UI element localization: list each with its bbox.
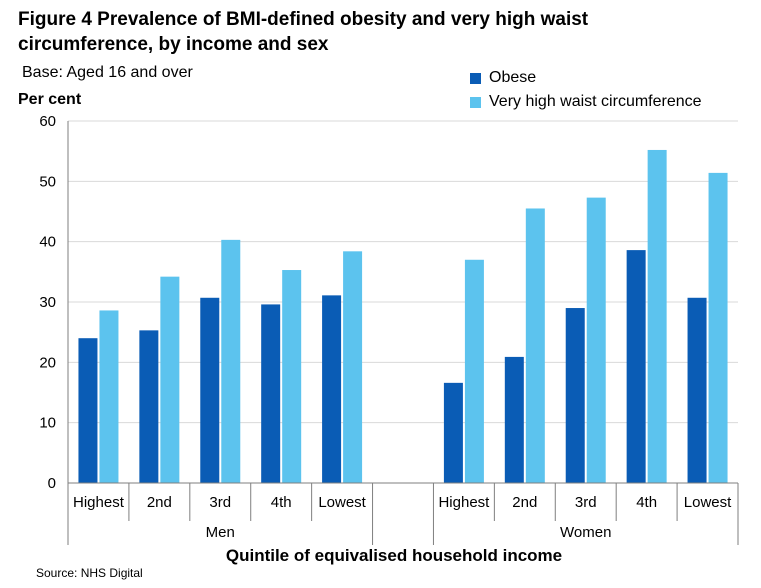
legend-label-obese: Obese <box>489 69 537 86</box>
axes <box>67 121 739 545</box>
legend-item-waist: Very high waist circumference <box>470 90 702 114</box>
bar-obese-women-4th <box>626 250 646 483</box>
y-tick-label: 50 <box>39 173 56 190</box>
bar-waist-men-lowest <box>343 251 363 483</box>
bar-obese-women-3rd <box>565 308 585 483</box>
bar-waist-women-lowest <box>708 172 728 484</box>
bar-obese-women-lowest <box>687 297 707 483</box>
bar-obese-women-2nd <box>504 356 524 483</box>
bar-waist-women-2nd <box>525 208 545 483</box>
bar-obese-men-3rd <box>200 297 220 483</box>
x-tick-label: 2nd <box>512 494 537 511</box>
x-tick-label: 4th <box>636 494 657 511</box>
legend-label-waist: Very high waist circumference <box>489 93 702 110</box>
group-label-women: Women <box>560 524 611 541</box>
figure-title: Figure 4 Prevalence of BMI-defined obesi… <box>18 9 589 55</box>
y-tick-label: 40 <box>39 234 56 251</box>
bar-waist-men-2nd <box>160 276 180 483</box>
x-tick-label: 4th <box>271 494 292 511</box>
x-tick-label: Lowest <box>684 494 732 511</box>
source-note: Source: NHS Digital <box>36 566 143 580</box>
legend-swatch-waist <box>470 96 481 108</box>
bar-obese-men-lowest <box>322 295 342 483</box>
bar-waist-women-highest <box>464 259 484 483</box>
bar-waist-men-4th <box>282 270 302 483</box>
bar-waist-men-highest <box>99 310 119 483</box>
bar-obese-men-4th <box>261 304 281 483</box>
group-label-men: Men <box>206 524 235 541</box>
bar-waist-men-3rd <box>221 239 241 483</box>
bar-waist-women-4th <box>647 149 667 483</box>
bar-obese-women-highest <box>443 382 463 483</box>
y-tick-label: 20 <box>39 354 56 371</box>
y-tick-label: 0 <box>48 475 56 492</box>
gridlines <box>68 120 738 424</box>
y-axis-label: Per cent <box>18 91 82 108</box>
bar-obese-men-highest <box>78 338 98 483</box>
legend: Obese Very high waist circumference <box>470 66 702 114</box>
x-tick-label: 3rd <box>575 494 597 511</box>
bars <box>78 149 728 484</box>
axis-labels: 0 10 20 30 40 50 60 Highest 2nd 3rd 4th Lowest Men Hi… <box>39 113 732 541</box>
x-axis-label: Quintile of equivalised household income <box>226 546 562 565</box>
y-tick-label: 10 <box>39 415 56 432</box>
legend-item-obese: Obese <box>470 66 702 90</box>
x-tick-label: Highest <box>73 494 125 511</box>
base-note: Base: Aged 16 and over <box>22 64 193 81</box>
bar-waist-women-3rd <box>586 197 606 483</box>
bar-obese-men-2nd <box>139 330 159 483</box>
x-tick-label: 3rd <box>209 494 231 511</box>
x-tick-label: 2nd <box>147 494 172 511</box>
y-tick-label: 60 <box>39 113 56 130</box>
x-tick-label: Highest <box>438 494 490 511</box>
legend-swatch-obese <box>470 72 481 84</box>
y-tick-label: 30 <box>39 294 56 311</box>
x-tick-label: Lowest <box>318 494 366 511</box>
